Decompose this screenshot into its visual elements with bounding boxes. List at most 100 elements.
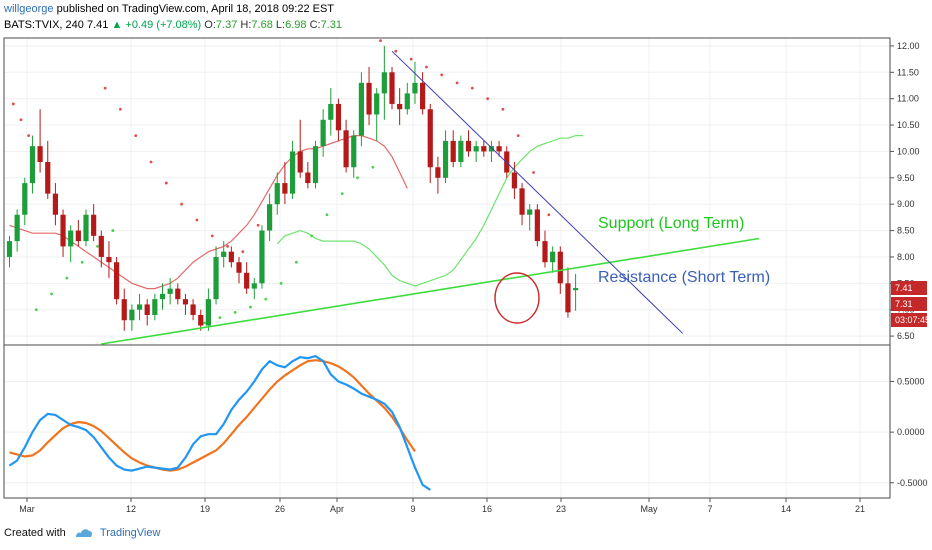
- x-tick-label: 9: [410, 504, 415, 514]
- sar-dot: [111, 229, 115, 232]
- tradingview-logo-icon: [75, 529, 92, 538]
- sar-dot: [516, 134, 520, 138]
- sar-dot: [310, 234, 314, 238]
- y-tick-label: 11.50: [897, 67, 919, 77]
- y-tick-label: 0.0000: [897, 427, 925, 437]
- close-label: C:: [309, 19, 321, 31]
- candle-body: [213, 256, 219, 300]
- symbol-label[interactable]: BATS:TVIX, 240: [4, 19, 84, 31]
- candle-body: [106, 256, 112, 263]
- candle-body: [565, 283, 571, 313]
- candle-body: [435, 167, 441, 178]
- candle-body: [22, 183, 28, 215]
- sar-dot: [210, 234, 214, 238]
- sar-dot: [256, 223, 260, 227]
- price-change: +0.49 (+7.08%): [125, 19, 202, 31]
- candle-body: [37, 146, 43, 162]
- candle-body: [60, 214, 66, 247]
- candle-body: [557, 251, 563, 284]
- sar-dot: [371, 165, 375, 169]
- sar-dot: [96, 244, 99, 248]
- y-tick-label: 11.00: [897, 94, 919, 104]
- candle-body: [182, 299, 189, 305]
- sar-dot: [11, 102, 15, 106]
- sar-dot: [218, 316, 222, 320]
- candle-body: [358, 82, 364, 136]
- candle-body: [573, 288, 579, 291]
- axes: 12.00 11.50 11.00 10.50 10.00 9.50 9.00 8.50 8.0…: [19, 41, 927, 514]
- sar-dot: [119, 107, 122, 111]
- candle-body: [534, 209, 540, 242]
- candle-body: [412, 82, 418, 94]
- high-value: 7.68: [251, 19, 273, 31]
- open-value: 7.37: [215, 19, 238, 31]
- annotations[interactable]: Support (Long Term) Resistance (Short Ter…: [101, 50, 770, 345]
- candle-body: [45, 161, 51, 194]
- sar-dot: [547, 213, 551, 217]
- candle-body: [52, 193, 58, 215]
- y-tick-label: 10.50: [897, 120, 920, 130]
- candle-body: [305, 172, 311, 184]
- support-label: Support (Long Term): [598, 215, 744, 232]
- last-price: 7.41: [86, 19, 109, 31]
- resistance-trendline: [391, 50, 684, 334]
- author-link[interactable]: willgeorge: [4, 3, 54, 15]
- y-tick-label: 9.00: [897, 199, 915, 209]
- price-tag-label: 7.31: [895, 299, 913, 309]
- sar-dot: [65, 276, 69, 280]
- low-value: 6.98: [285, 19, 307, 31]
- open-label: O:: [204, 19, 216, 31]
- sar-dot: [164, 181, 168, 185]
- candle-body: [335, 103, 342, 131]
- x-tick-label: 14: [781, 504, 791, 514]
- candle-body: [366, 82, 372, 115]
- candle-body: [98, 235, 104, 257]
- y-tick-label: 8.00: [897, 252, 915, 262]
- x-tick-label: Mar: [19, 504, 35, 514]
- y-tick-label: 8.50: [897, 226, 915, 236]
- sar-dot: [233, 310, 237, 314]
- price-tag: [891, 297, 927, 311]
- sar-dot: [264, 297, 268, 301]
- y-tick-label: 12.00: [897, 41, 920, 51]
- support-trendline: [101, 237, 760, 345]
- candle-body: [267, 204, 273, 231]
- candle-body: [221, 251, 227, 257]
- price-tag-label: 7.41: [895, 283, 913, 293]
- macd-pane: [8, 354, 431, 491]
- candle-body: [205, 299, 211, 326]
- plot-border: [3, 37, 891, 499]
- sar-dot: [325, 213, 329, 217]
- candle-body: [167, 288, 173, 294]
- price-chart[interactable]: Support (Long Term) Resistance (Short Ter…: [0, 0, 932, 520]
- sar-dot: [356, 176, 359, 180]
- candle-body: [427, 109, 433, 168]
- x-tick-label: 21: [855, 504, 865, 514]
- sar-dot: [486, 97, 490, 101]
- resistance-label: Resistance (Short Term): [598, 269, 770, 286]
- candle-body: [381, 72, 387, 94]
- candle-body: [289, 151, 296, 194]
- candle-body: [450, 140, 456, 162]
- candle-body: [114, 262, 120, 300]
- sar-dot: [340, 192, 344, 196]
- candle-body: [465, 140, 472, 152]
- candle-body: [519, 188, 525, 215]
- symbol-legend: BATS:TVIX, 240 7.41 ▲ +0.49 (+7.08%) O:7…: [4, 19, 342, 31]
- tradingview-link[interactable]: TradingView: [99, 527, 161, 539]
- candle-body: [159, 293, 166, 300]
- candle-body: [121, 299, 127, 321]
- sar-dot: [19, 118, 23, 122]
- candle-body: [144, 304, 150, 315]
- change-up-icon: ▲: [111, 19, 123, 31]
- x-tick-label: Apr: [330, 504, 344, 514]
- low-label: L:: [275, 19, 286, 31]
- candle-body: [542, 241, 548, 263]
- macd-line: [8, 354, 431, 491]
- candle-body: [297, 151, 303, 173]
- candle-body: [175, 288, 181, 300]
- sar-dot: [294, 260, 298, 264]
- sar-dot: [180, 202, 184, 206]
- candle-body: [397, 103, 403, 110]
- ema-fast-line: [9, 135, 408, 290]
